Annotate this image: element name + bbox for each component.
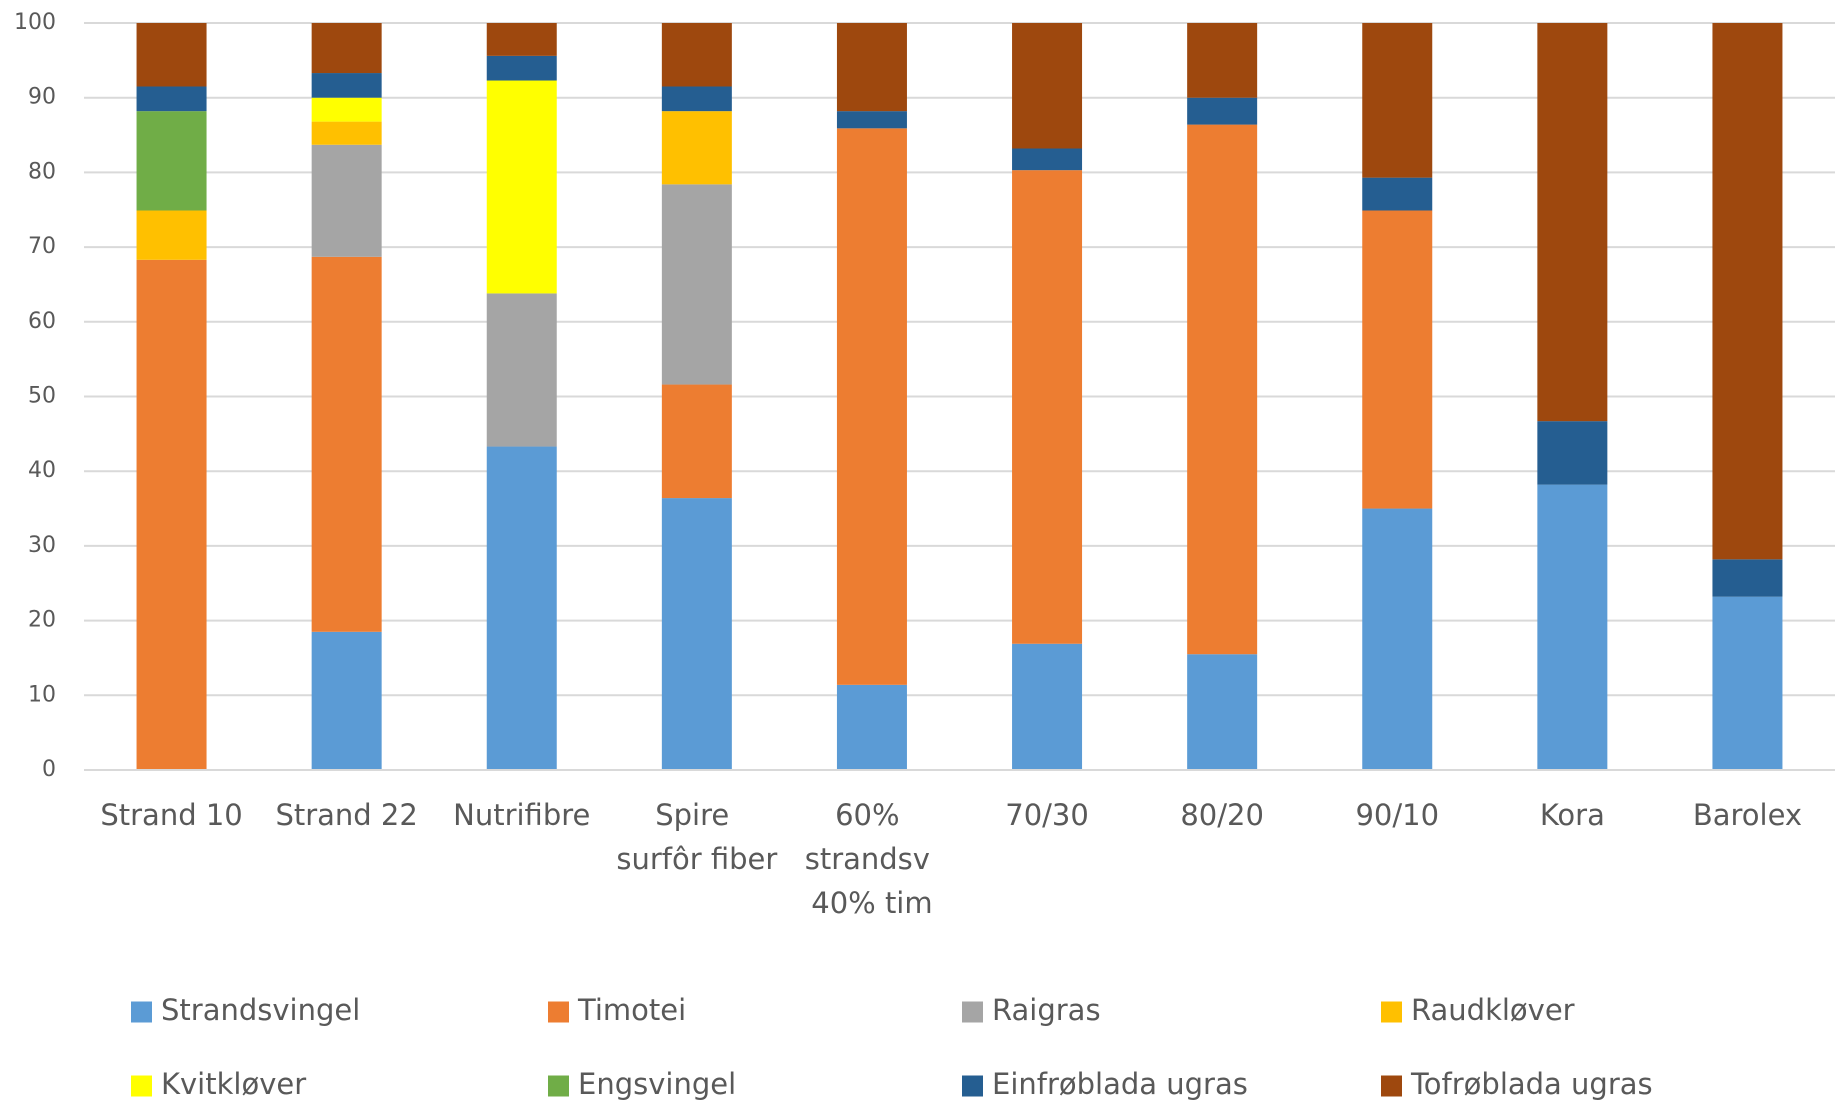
bar-segment bbox=[661, 111, 732, 185]
bar-segment bbox=[1187, 124, 1258, 655]
x-tick-label: 90/10 bbox=[1355, 798, 1439, 832]
bar-segment bbox=[836, 111, 907, 129]
x-tick-label: Kora bbox=[1540, 798, 1605, 832]
y-tick-label: 40 bbox=[28, 458, 56, 483]
x-tick-label: Nutrifibre bbox=[453, 798, 590, 832]
y-tick-label: 60 bbox=[28, 309, 56, 334]
x-tick-label: 70/30 bbox=[1005, 798, 1089, 832]
bar-segment bbox=[486, 55, 557, 81]
bar-segment bbox=[661, 23, 732, 87]
bar-segment bbox=[311, 73, 382, 98]
bar-segment bbox=[1712, 23, 1783, 560]
bar-segment bbox=[486, 446, 557, 770]
x-tick-label: Strand 10 bbox=[100, 798, 242, 832]
legend-label: Engsvingel bbox=[578, 1067, 736, 1101]
bar-segment bbox=[1712, 596, 1783, 770]
legend-label: Raigras bbox=[992, 993, 1101, 1027]
bar-segment bbox=[311, 631, 382, 770]
x-tick-label: Spire surfôr fiber bbox=[616, 798, 777, 876]
bar-segment bbox=[1187, 23, 1258, 98]
bar-segment bbox=[1537, 23, 1608, 422]
bar-segment bbox=[661, 184, 732, 385]
bar-segment bbox=[661, 384, 732, 499]
legend-marker bbox=[548, 1075, 569, 1097]
bar-segment bbox=[1712, 559, 1783, 597]
bar-segment bbox=[1012, 148, 1083, 171]
bar-segment bbox=[1362, 508, 1433, 770]
bar-segment bbox=[311, 144, 382, 257]
bar-segment bbox=[486, 293, 557, 447]
bar-segment bbox=[1012, 643, 1083, 770]
bar-segment bbox=[836, 23, 907, 112]
bar-segment bbox=[311, 121, 382, 145]
bar-segment bbox=[136, 210, 207, 260]
bar-segment bbox=[836, 128, 907, 685]
bar-segment bbox=[1187, 654, 1258, 770]
y-tick-label: 50 bbox=[28, 384, 56, 409]
y-tick-label: 80 bbox=[28, 159, 56, 184]
legend-label: Kvitkløver bbox=[161, 1067, 306, 1101]
x-tick-label: 80/20 bbox=[1180, 798, 1264, 832]
bar-segment bbox=[136, 86, 207, 112]
legend-marker bbox=[548, 1001, 569, 1023]
bar-segment bbox=[836, 684, 907, 770]
legend-marker bbox=[131, 1075, 152, 1097]
bar-segment bbox=[136, 259, 207, 770]
bar-segment bbox=[661, 498, 732, 770]
legend-label: Timotei bbox=[577, 993, 686, 1027]
bar-segment bbox=[1537, 421, 1608, 485]
bar-segment bbox=[1362, 177, 1433, 211]
legend-marker bbox=[962, 1075, 983, 1097]
y-tick-label: 90 bbox=[28, 85, 56, 110]
bar-segment bbox=[661, 86, 732, 112]
x-tick-label: Barolex bbox=[1693, 798, 1802, 832]
y-tick-label: 30 bbox=[28, 533, 56, 558]
bar-segment bbox=[1187, 97, 1258, 125]
legend-marker bbox=[1381, 1075, 1402, 1097]
bar-segment bbox=[1012, 170, 1083, 644]
bar-segment bbox=[486, 80, 557, 294]
y-tick-label: 100 bbox=[14, 10, 56, 35]
y-tick-label: 10 bbox=[28, 682, 56, 707]
bar-segment bbox=[486, 23, 557, 56]
bar-segment bbox=[311, 23, 382, 74]
bar-segment bbox=[1362, 23, 1433, 178]
legend-label: Strandsvingel bbox=[161, 993, 360, 1027]
bar-segment bbox=[136, 23, 207, 87]
y-tick-label: 70 bbox=[28, 234, 56, 259]
bar-segment bbox=[136, 111, 207, 211]
legend-marker bbox=[1381, 1001, 1402, 1023]
bar-segment bbox=[311, 256, 382, 632]
y-tick-label: 0 bbox=[42, 757, 56, 782]
y-tick-label: 20 bbox=[28, 608, 56, 633]
legend-marker bbox=[962, 1001, 983, 1023]
bar-segment bbox=[1012, 23, 1083, 149]
x-tick-label: 60% strandsv 40% tim bbox=[805, 798, 939, 920]
legend-label: Tofrøblada ugras bbox=[1410, 1067, 1653, 1101]
bar-segment bbox=[311, 97, 382, 122]
x-tick-label: Strand 22 bbox=[275, 798, 417, 832]
legend-label: Einfrøblada ugras bbox=[992, 1067, 1248, 1101]
bar-segment bbox=[1537, 484, 1608, 770]
bar-segment bbox=[1362, 210, 1433, 509]
legend-label: Raudkløver bbox=[1411, 993, 1575, 1027]
legend-marker bbox=[131, 1001, 152, 1023]
